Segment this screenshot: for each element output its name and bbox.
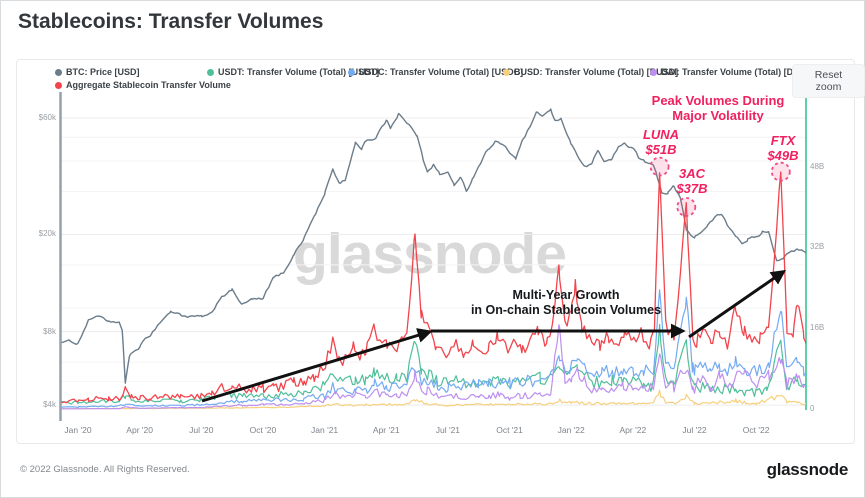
x-tick-label: Jan '20 (64, 425, 92, 435)
legend-item-label: Aggregate Stablecoin Transfer Volume (66, 80, 231, 90)
legend-item-6[interactable]: Aggregate Stablecoin Transfer Volume (55, 79, 231, 91)
legend-item-label: BTC: Price [USD] (66, 67, 140, 77)
page-title: Stablecoins: Transfer Volumes (18, 10, 324, 33)
y-left-tick-label: $60k (38, 113, 56, 122)
x-tick-label: Oct '21 (496, 425, 523, 435)
legend-dot-icon (348, 68, 355, 76)
x-tick-label: Jul '22 (682, 425, 707, 435)
reset-zoom-button[interactable]: Reset zoom (792, 64, 865, 98)
legend-dot-icon (503, 68, 510, 76)
legend-item-label: DAI: Transfer Volume (Total) [DAI] (661, 67, 806, 77)
y-left-tick-label: $8k (43, 326, 56, 336)
x-tick-label: Apr '21 (372, 425, 400, 435)
legend-item-1[interactable]: BTC: Price [USD] (55, 66, 140, 78)
legend-item-label: USDT: Transfer Volume (Total) [USDT] (218, 67, 380, 77)
y-right-tick-label: 16B (810, 323, 825, 333)
legend-item-5[interactable]: DAI: Transfer Volume (Total) [DAI] (650, 66, 805, 78)
legend-dot-icon (650, 68, 657, 76)
footer-copyright: © 2022 Glassnode. All Rights Reserved. (20, 464, 190, 475)
x-tick-label: Apr '22 (619, 425, 647, 435)
legend-dot-icon (55, 81, 62, 89)
legend-item-4[interactable]: BUSD: Transfer Volume (Total) [BUSD] (503, 66, 678, 78)
y-left-tick-label: $4k (43, 400, 56, 410)
x-tick-label: Apr '20 (126, 425, 153, 435)
x-tick-label: Jul '20 (189, 425, 214, 435)
y-right-tick-label: 0 (810, 404, 815, 413)
x-tick-label: Oct '20 (249, 425, 277, 435)
legend-item-label: BUSD: Transfer Volume (Total) [BUSD] (514, 67, 679, 77)
x-tick-label: Oct '22 (742, 425, 770, 435)
y-left-tick-label: $20k (38, 229, 56, 239)
x-tick-label: Jan '22 (557, 425, 585, 435)
glassnode-logo: glassnode (766, 460, 849, 479)
x-tick-label: Jan '21 (311, 425, 339, 435)
legend-dot-icon (207, 68, 214, 76)
y-right-tick-label: 48B (810, 161, 825, 171)
legend-item-2[interactable]: USDT: Transfer Volume (Total) [USDT] (207, 66, 379, 78)
y-right-tick-label: 32B (810, 242, 825, 252)
legend-item-3[interactable]: USDC: Transfer Volume (Total) [USDC] (348, 66, 523, 78)
legend-dot-icon (55, 68, 62, 76)
x-tick-label: Jul '21 (435, 425, 461, 435)
glassnode-watermark: glassnode (293, 222, 567, 286)
legend-item-label: USDC: Transfer Volume (Total) [USDC] (359, 67, 524, 77)
